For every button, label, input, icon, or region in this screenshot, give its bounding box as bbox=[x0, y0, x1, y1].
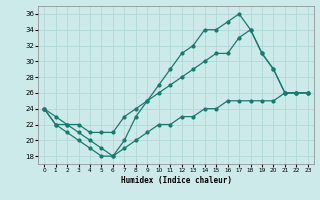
X-axis label: Humidex (Indice chaleur): Humidex (Indice chaleur) bbox=[121, 176, 231, 185]
